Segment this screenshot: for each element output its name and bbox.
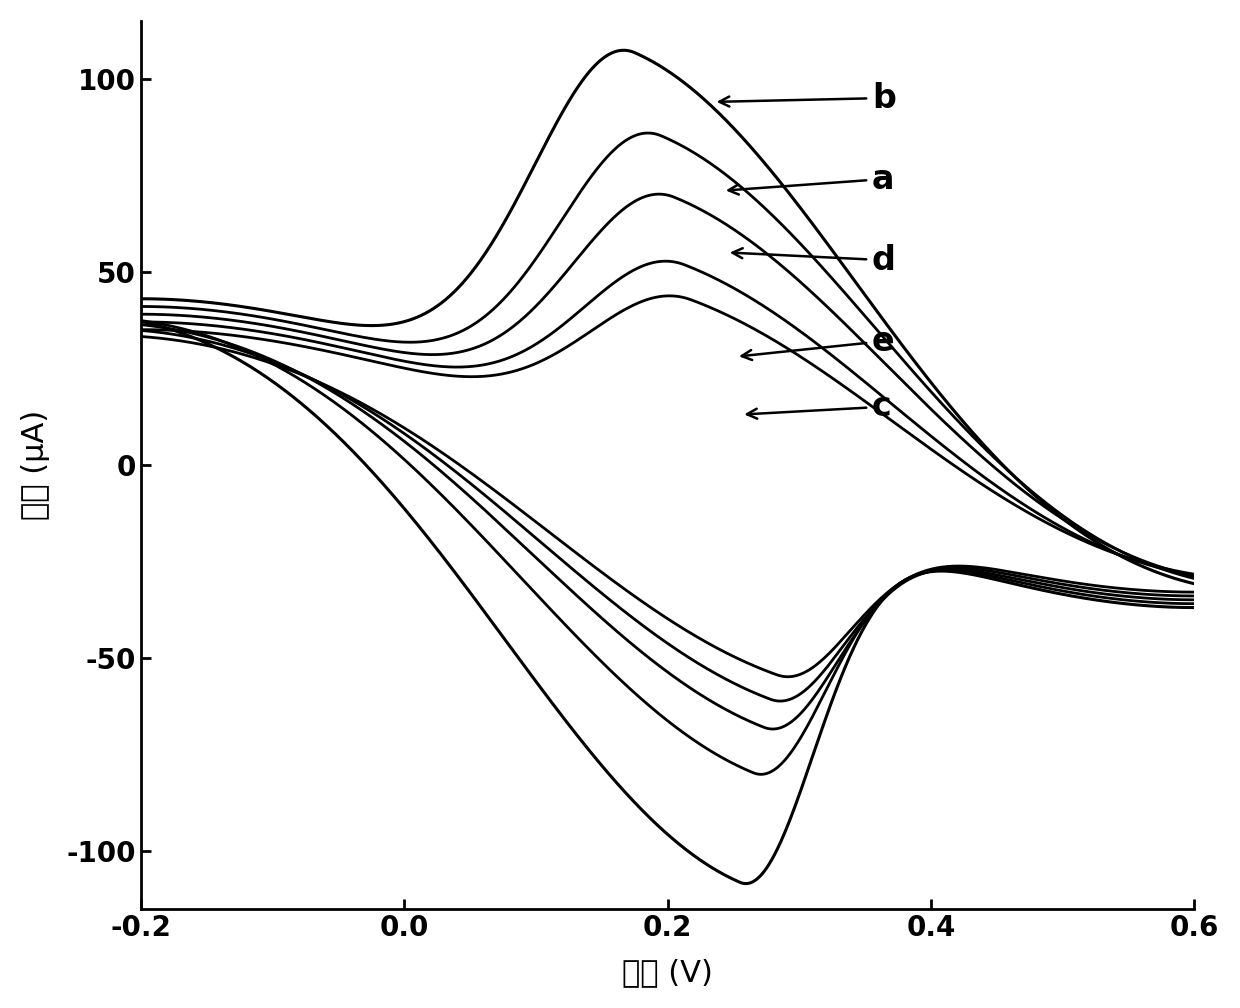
Text: d: d bbox=[733, 244, 895, 276]
Y-axis label: 电流 (μA): 电流 (μA) bbox=[21, 409, 50, 520]
Text: e: e bbox=[742, 325, 894, 360]
X-axis label: 电压 (V): 电压 (V) bbox=[622, 959, 713, 987]
Text: a: a bbox=[729, 162, 894, 196]
Text: c: c bbox=[746, 390, 892, 423]
Text: b: b bbox=[719, 82, 895, 115]
